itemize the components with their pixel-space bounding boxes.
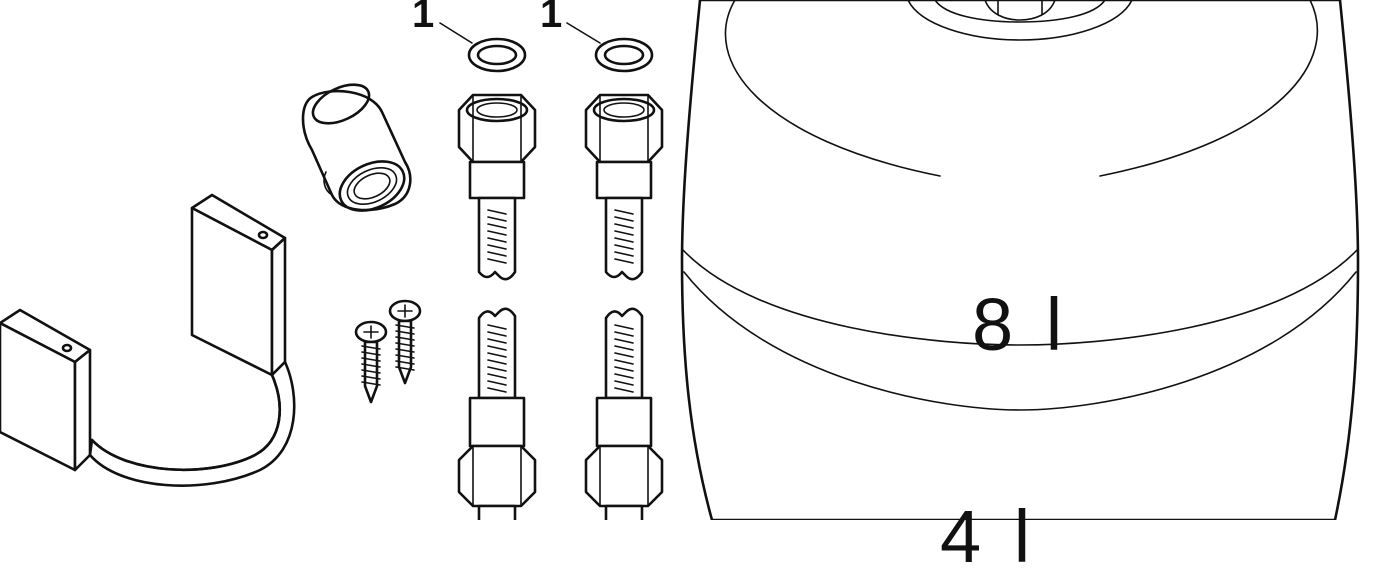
screw-left [354,320,388,404]
hose-right [584,93,664,520]
callout-label-right: 1 [540,0,563,36]
seal-ring-right [594,37,654,73]
ferrule-top-right [595,160,653,200]
callout-label-left: 1 [412,0,435,36]
screw-right [388,299,422,385]
hose-segment-lower-left [477,307,517,400]
hose-assemblies [457,93,664,520]
seal-ring-left [467,37,527,73]
ferrule-bottom-right [595,396,653,448]
thread-stub-right [604,504,644,520]
hex-nut-bottom-right [584,444,664,508]
hose-segment-upper-left [477,196,517,281]
ferrule-top-left [468,160,526,200]
cross-slot-icon [363,325,379,339]
hex-nut-bottom-left [457,444,537,508]
hose-segment-upper-right [604,196,644,281]
hose-left [457,93,537,520]
cross-slot-icon [397,304,413,318]
exploded-parts-diagram [0,0,1360,520]
hose-segment-lower-right [604,307,644,400]
callout-leader-right [566,22,601,44]
screws [354,299,422,404]
threaded-sleeve [301,83,412,212]
tank-volume-label: 8 l [972,283,1069,366]
ferrule-bottom-left [468,396,526,448]
callout-leader-left [439,22,473,44]
wall-bracket [0,193,296,487]
tank-top-fitting [907,0,1133,41]
expansion-tank [680,0,1360,520]
tank-lower-label: 4 l [940,495,1037,578]
thread-stub-left [477,504,517,520]
